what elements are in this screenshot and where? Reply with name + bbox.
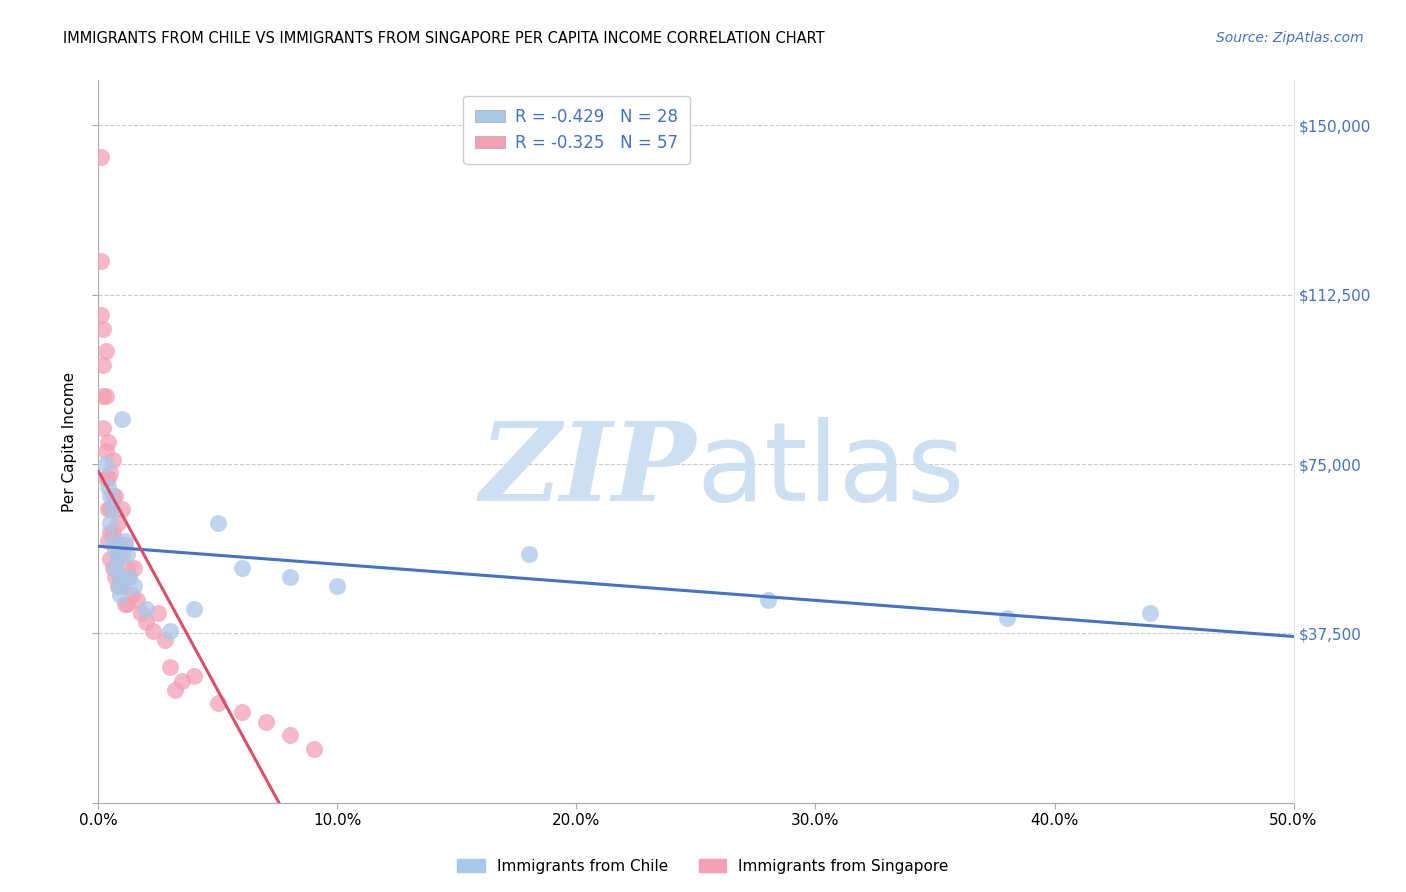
Point: [98, 524, 122, 539]
Point: [115, 561, 138, 575]
Point: [111, 579, 134, 593]
Point: [159, 624, 181, 639]
Point: [104, 542, 127, 557]
Point: [94, 457, 117, 471]
Point: [94, 344, 117, 359]
Point: [114, 597, 136, 611]
Point: [108, 570, 131, 584]
Point: [97, 480, 120, 494]
Point: [101, 524, 124, 539]
Point: [231, 706, 253, 720]
Point: [101, 561, 124, 575]
Point: [517, 548, 540, 562]
Text: Source: ZipAtlas.com: Source: ZipAtlas.com: [1216, 31, 1364, 45]
Point: [90, 150, 112, 164]
Point: [115, 548, 138, 562]
Point: [163, 682, 186, 697]
Legend: R = -0.429   N = 28, R = -0.325   N = 57: R = -0.429 N = 28, R = -0.325 N = 57: [464, 95, 689, 163]
Point: [104, 533, 127, 548]
Point: [207, 697, 229, 711]
Point: [108, 574, 131, 589]
Point: [155, 633, 177, 648]
Point: [254, 714, 277, 729]
Point: [91, 389, 114, 403]
Point: [101, 533, 124, 548]
Text: ZIP: ZIP: [479, 417, 696, 524]
Point: [104, 570, 127, 584]
Point: [98, 552, 122, 566]
Point: [111, 502, 134, 516]
Text: atlas: atlas: [696, 417, 965, 524]
Point: [135, 615, 157, 630]
Point: [107, 548, 129, 562]
Point: [995, 610, 1018, 624]
Point: [101, 502, 124, 516]
Point: [108, 588, 131, 602]
Point: [118, 570, 141, 584]
Point: [125, 592, 148, 607]
Point: [97, 434, 120, 449]
Point: [108, 538, 131, 552]
Point: [115, 597, 138, 611]
Point: [302, 741, 325, 756]
Point: [183, 669, 205, 683]
Point: [207, 516, 229, 530]
Point: [98, 489, 122, 503]
Point: [107, 579, 129, 593]
Point: [94, 470, 117, 484]
Point: [135, 601, 157, 615]
Point: [94, 389, 117, 403]
Point: [97, 470, 120, 484]
Point: [756, 592, 779, 607]
Point: [104, 561, 127, 575]
Point: [90, 253, 112, 268]
Point: [121, 588, 143, 602]
Point: [183, 601, 205, 615]
Point: [107, 552, 129, 566]
Point: [104, 489, 127, 503]
Point: [1139, 606, 1161, 620]
Point: [111, 412, 134, 426]
Y-axis label: Per Capita Income: Per Capita Income: [62, 371, 77, 512]
Point: [114, 533, 136, 548]
Point: [148, 606, 170, 620]
Point: [90, 308, 112, 322]
Point: [107, 579, 129, 593]
Point: [101, 452, 124, 467]
Point: [124, 579, 146, 593]
Point: [107, 516, 129, 530]
Point: [278, 728, 301, 742]
Point: [98, 502, 122, 516]
Point: [142, 624, 165, 639]
Point: [118, 570, 141, 584]
Point: [98, 466, 122, 480]
Point: [131, 606, 153, 620]
Point: [97, 533, 120, 548]
Point: [101, 489, 124, 503]
Point: [91, 358, 114, 372]
Point: [114, 570, 136, 584]
Point: [124, 561, 146, 575]
Point: [114, 538, 136, 552]
Point: [91, 421, 114, 435]
Point: [91, 321, 114, 335]
Point: [98, 516, 122, 530]
Point: [231, 561, 253, 575]
Point: [94, 443, 117, 458]
Point: [159, 660, 181, 674]
Point: [97, 502, 120, 516]
Point: [278, 570, 301, 584]
Point: [111, 548, 134, 562]
Text: IMMIGRANTS FROM CHILE VS IMMIGRANTS FROM SINGAPORE PER CAPITA INCOME CORRELATION: IMMIGRANTS FROM CHILE VS IMMIGRANTS FROM…: [63, 31, 825, 46]
Point: [172, 673, 194, 688]
Point: [326, 579, 349, 593]
Legend: Immigrants from Chile, Immigrants from Singapore: Immigrants from Chile, Immigrants from S…: [451, 853, 955, 880]
